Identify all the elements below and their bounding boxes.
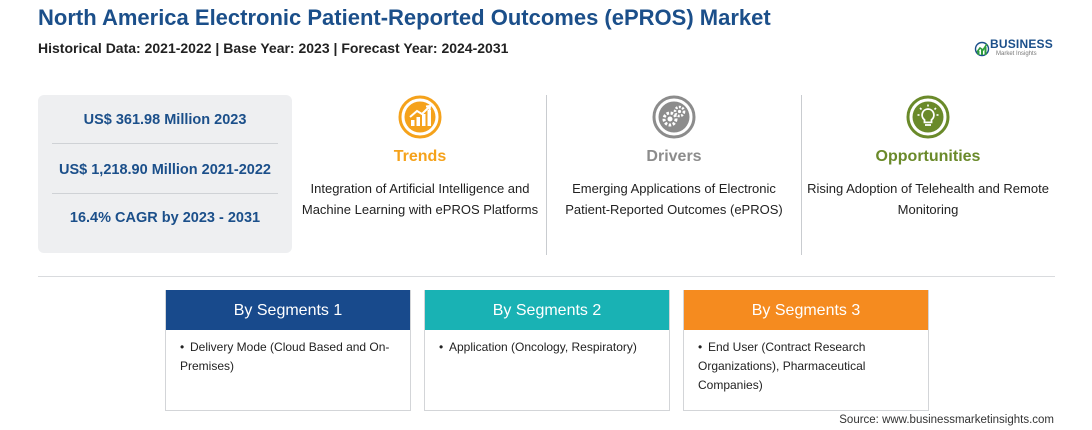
opportunities-title: Opportunities <box>875 148 981 165</box>
drivers-column: Drivers Emerging Applications of Electro… <box>552 95 796 253</box>
stat-divider <box>52 193 278 194</box>
drivers-title: Drivers <box>646 148 702 165</box>
segment-1-title: By Segments 1 <box>166 290 410 330</box>
lightbulb-icon <box>906 95 950 139</box>
logo-tagline: Market Insights <box>996 51 1037 57</box>
segment-2-item-text: Application (Oncology, Respiratory) <box>449 340 637 354</box>
stat-cagr: 16.4% CAGR by 2023 - 2031 <box>69 210 261 226</box>
segment-1-item-text: Delivery Mode (Cloud Based and On-Premis… <box>180 340 390 373</box>
bullet-icon: • <box>180 340 185 354</box>
page-subtitle: Historical Data: 2021-2022 | Base Year: … <box>38 40 509 56</box>
growth-chart-icon <box>398 95 442 139</box>
segment-2-item: • Application (Oncology, Respiratory) <box>439 338 657 357</box>
trends-text: Integration of Artificial Intelligence a… <box>301 181 539 217</box>
column-divider <box>801 95 802 255</box>
segment-3-item-text: End User (Contract Research Organization… <box>698 340 866 392</box>
logo-globe-icon <box>974 41 990 57</box>
bullet-icon: • <box>439 340 444 354</box>
trends-title: Trends <box>393 148 447 165</box>
segment-card-3: By Segments 3 • End User (Contract Resear… <box>683 290 929 411</box>
logo: BUSINESS Market Insights <box>974 36 1058 62</box>
page-title: North America Electronic Patient-Reporte… <box>38 5 771 30</box>
segment-card-1: By Segments 1 • Delivery Mode (Cloud Base… <box>165 290 411 411</box>
source-note: Source: www.businessmarketinsights.com <box>839 414 1054 426</box>
stat-market-value-historical: US$ 1,218.90 Million 2021-2022 <box>59 162 271 178</box>
section-divider <box>38 276 1055 277</box>
segment-3-item: • End User (Contract Research Organizatio… <box>698 338 916 395</box>
drivers-text: Emerging Applications of Electronic Pati… <box>565 181 783 217</box>
opportunities-column: Opportunities Rising Adoption of Telehea… <box>806 95 1050 253</box>
stat-divider <box>52 143 278 144</box>
bullet-icon: • <box>698 340 703 354</box>
segment-2-title: By Segments 2 <box>425 290 669 330</box>
gears-icon <box>652 95 696 139</box>
trends-column: Trends Integration of Artificial Intelli… <box>298 95 542 253</box>
segment-card-2: By Segments 2 • Application (Oncology, Re… <box>424 290 670 411</box>
opportunities-text: Rising Adoption of Telehealth and Remote… <box>807 181 1049 217</box>
segment-1-item: • Delivery Mode (Cloud Based and On-Premi… <box>180 338 398 376</box>
stat-market-value-2023: US$ 361.98 Million 2023 <box>83 112 247 128</box>
segment-3-title: By Segments 3 <box>684 290 928 330</box>
stats-panel: US$ 361.98 Million 2023 US$ 1,218.90 Mil… <box>38 95 292 253</box>
logo-name: BUSINESS <box>990 37 1053 51</box>
column-divider <box>546 95 547 255</box>
